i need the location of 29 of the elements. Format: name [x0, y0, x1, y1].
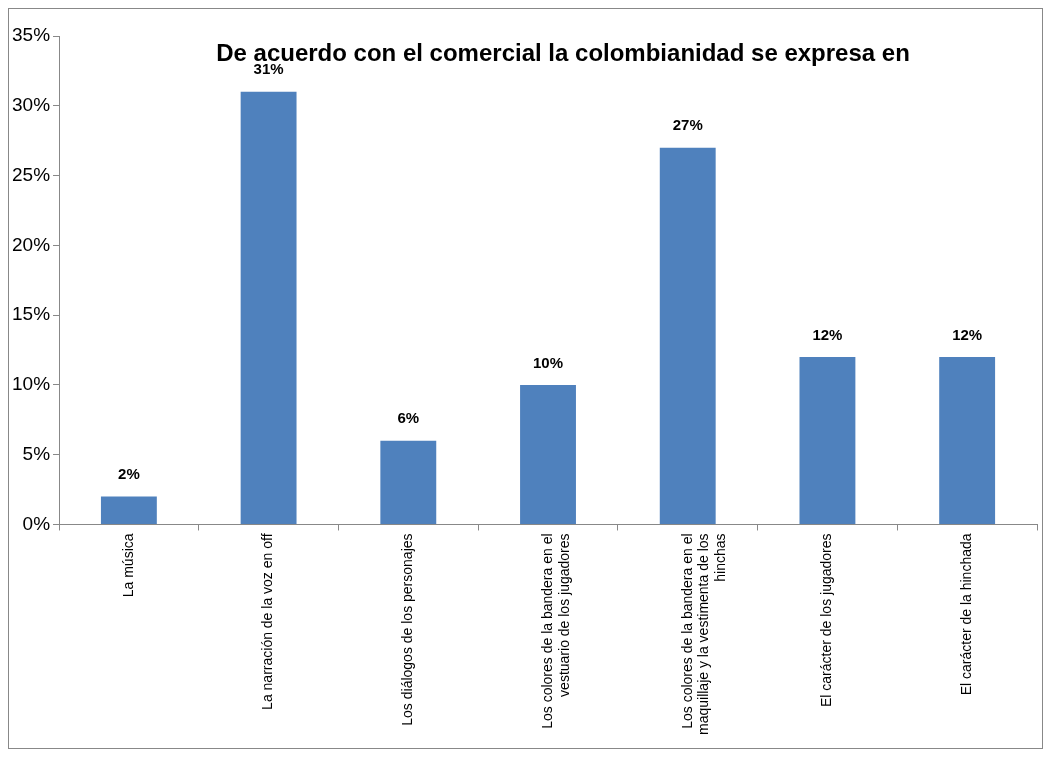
data-label: 27% [672, 116, 703, 134]
x-tick-label: Los colores de la bandera en el vestuario de los jugadores [538, 533, 572, 729]
y-tick-label: 10% [12, 373, 51, 395]
y-tick-label: 15% [12, 303, 51, 325]
x-tick-label: El carácter de la hinchada [958, 533, 974, 696]
bar [799, 356, 856, 524]
y-tick-label: 35% [12, 24, 51, 46]
bar [659, 147, 716, 524]
data-label: 31% [253, 60, 284, 78]
bar [100, 496, 157, 524]
data-label: 12% [952, 325, 983, 343]
x-tick-label: Los diálogos de los personajes [399, 533, 416, 726]
x-tick-label: La música [119, 533, 136, 598]
y-tick-label: 30% [12, 94, 51, 116]
x-tick-label: La narración de la voz en off [259, 533, 276, 710]
data-label: 6% [397, 409, 420, 427]
bar [939, 356, 996, 524]
data-label: 12% [812, 325, 843, 343]
y-tick-label: 25% [12, 163, 51, 185]
y-tick-label: 0% [22, 512, 51, 534]
y-tick-label: 5% [22, 442, 51, 464]
y-tick-label: 20% [12, 233, 51, 255]
data-label: 2% [118, 465, 140, 483]
bar [520, 384, 576, 524]
x-tick-label: El carácter de los jugadores [818, 533, 835, 707]
bar [380, 440, 437, 524]
x-tick-label: Los colores de la bandera en el maquillaje y la vestimenta de los hinchas [678, 533, 729, 735]
bar [240, 91, 297, 524]
data-label: 10% [533, 353, 564, 371]
